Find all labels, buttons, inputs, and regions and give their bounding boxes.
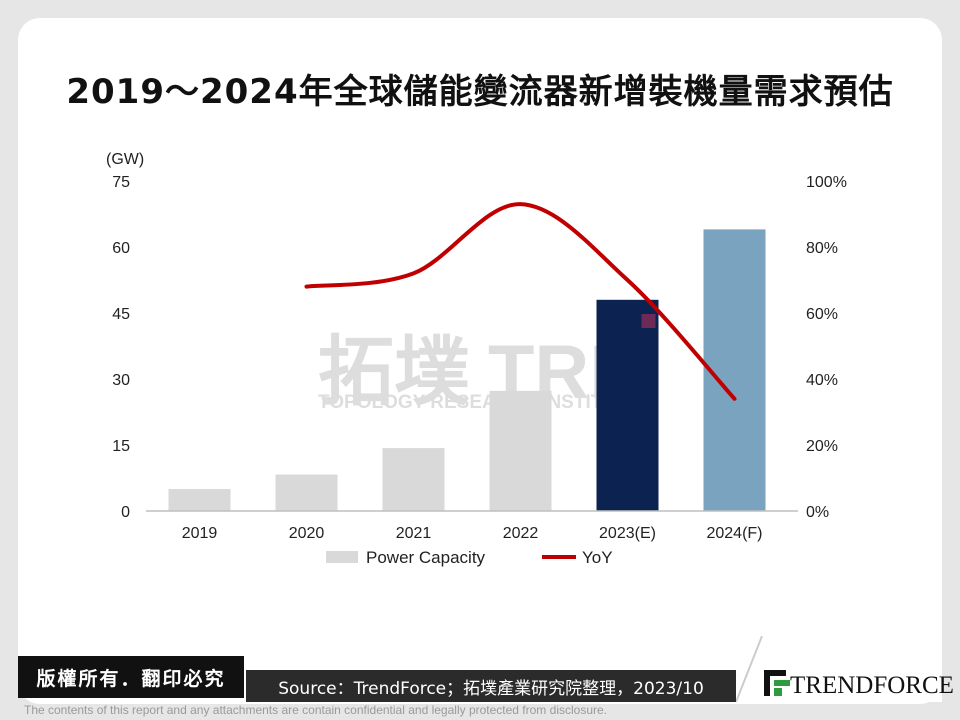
y-left-tick: 0 (121, 504, 130, 521)
legend-bar-label: Power Capacity (366, 548, 486, 567)
watermark-square-icon (641, 314, 656, 328)
trendforce-logo-icon (764, 670, 790, 696)
y-left-tick: 60 (112, 240, 130, 257)
bar-2021 (382, 448, 445, 511)
legend-bar-swatch (326, 551, 358, 563)
x-tick: 2023(E) (599, 525, 656, 542)
bar-2019 (168, 489, 231, 511)
y-left-tick: 45 (112, 306, 130, 323)
y-right-tick: 40% (806, 372, 838, 389)
x-tick: 2024(F) (706, 525, 762, 542)
source-bar: Source：TrendForce；拓墣產業研究院整理，2023/10 (246, 670, 736, 702)
y-right-tick: 20% (806, 438, 838, 455)
legend-line-label: YoY (582, 548, 613, 567)
trendforce-logo-text: TRENDFORCE (790, 672, 954, 699)
bar-2020 (275, 474, 338, 511)
x-tick: 2020 (289, 525, 325, 542)
chart-card: 2019～2024年全球儲能變流器新增裝機量需求預估 拓墣 TRI TOPOLO… (18, 18, 942, 704)
y-left-tick: 30 (112, 372, 130, 389)
chart-title: 2019～2024年全球儲能變流器新增裝機量需求預估 (66, 72, 894, 112)
bar-2024(F) (703, 229, 766, 511)
logo-background (735, 635, 942, 703)
y-right-tick: 60% (806, 306, 838, 323)
yoy-line (304, 202, 737, 401)
y-right-tick: 80% (806, 240, 838, 257)
x-tick: 2019 (182, 525, 218, 542)
y-left-label: (GW) (106, 151, 144, 168)
y-right-tick: 100% (806, 174, 847, 191)
chart-svg: 拓墣 TRI TOPOLOGY RESEARCH INSTITUTE (GW) 0… (106, 151, 847, 567)
bar-2022 (489, 390, 552, 511)
y-left-tick: 15 (112, 438, 130, 455)
watermark-sub: TOPOLOGY RESEARCH INSTITUTE (318, 392, 640, 413)
x-tick: 2022 (503, 525, 539, 542)
x-tick: 2021 (396, 525, 432, 542)
y-right-tick: 0% (806, 504, 829, 521)
y-left-tick: 75 (112, 174, 130, 191)
logo-area (735, 635, 942, 703)
watermark-main: 拓墣 (318, 330, 470, 415)
watermark: 拓墣 TRI TOPOLOGY RESEARCH INSTITUTE (318, 330, 640, 415)
copyright-badge: 版權所有．翻印必究 (18, 656, 244, 698)
disclaimer-text: The contents of this report and any atta… (24, 703, 607, 717)
bar-2023(E) (596, 299, 659, 511)
